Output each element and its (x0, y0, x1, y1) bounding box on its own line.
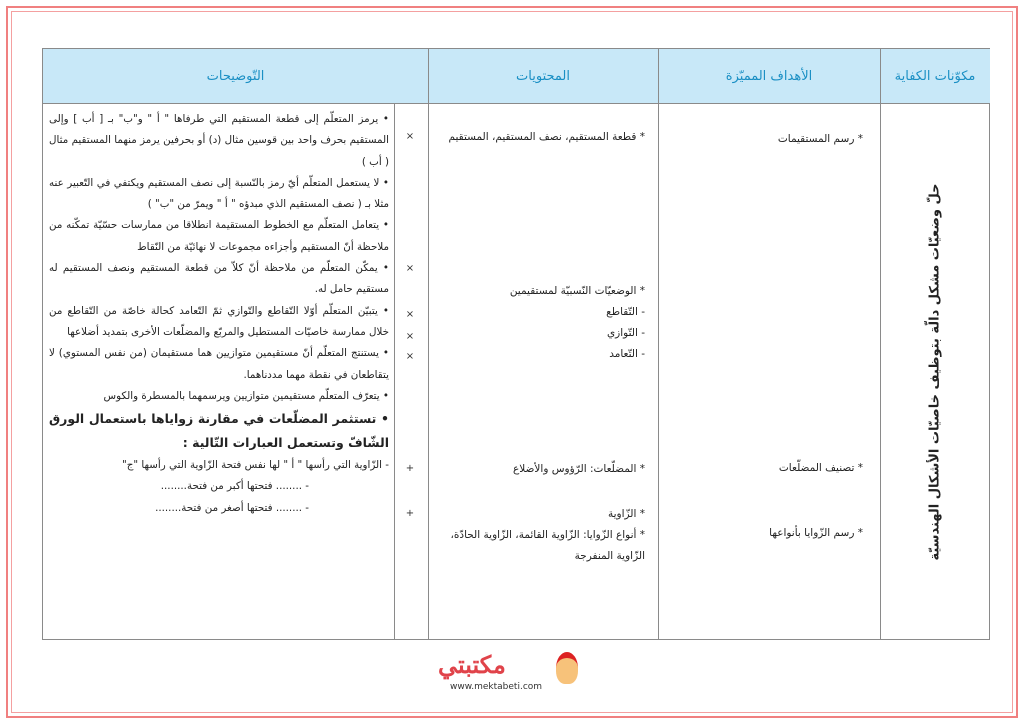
header-explanations: التّوضيحات (43, 49, 428, 104)
curriculum-table: مكوّنات الكفاية الأهداف المميّزة المحتوي… (42, 48, 990, 640)
explanation-item: • يستنتج المتعلّم أنّ مستقيمين متوازيين … (49, 347, 389, 381)
explanation-bold-item: • تستثمر المضلّعات في مقارنة زواياها باس… (49, 411, 389, 451)
explanation-line: - ........ فتحتها أكبر من فتحة........ (160, 480, 309, 493)
content-item: * أنواع الزّوايا: الزّاوية القائمة، الزّ… (450, 529, 645, 562)
explanation-line: - ........ فتحتها أصغر من فتحة........ (155, 501, 309, 514)
header-contents: المحتويات (428, 49, 658, 104)
mark-cross: × (405, 263, 415, 274)
explanations-list: • يرمز المتعلّم إلى قطعة المستقيم التي ط… (49, 109, 389, 519)
explanation-item: • يتعرّف المتعلّم مستقيمين متوازيين ويرس… (103, 389, 389, 402)
logo-wordmark: مكتبتي (438, 650, 506, 679)
reading-child-icon (556, 652, 578, 684)
content-subitem: - التّعامد (609, 348, 645, 360)
objective-item: * رسم الزّوايا بأنواعها (769, 527, 863, 539)
objective-item: * رسم المستقيمات (777, 133, 863, 145)
content-item: * قطعة المستقيم، نصف المستقيم، المستقيم (448, 131, 645, 143)
explanation-item: • يرمز المتعلّم إلى قطعة المستقيم التي ط… (49, 113, 389, 168)
logo-url: www.mektabeti.com (450, 682, 543, 692)
explanation-item: • يمكّن المتعلّم من ملاحظة أنّ كلاّ من ق… (49, 262, 389, 296)
header-objectives: الأهداف المميّزة (658, 49, 880, 104)
objective-item: * تصنيف المضلّعات (778, 462, 863, 474)
content-subitem: - التّوازي (606, 327, 645, 339)
competency-cell: حلّ وضعيّات مشكل دالّة بتوظيف خاصيّات ال… (880, 103, 990, 640)
header-competency: مكوّنات الكفاية (880, 49, 990, 104)
mark-cross: × (405, 331, 415, 342)
mark-cross: × (405, 351, 415, 362)
page-frame-outer (6, 6, 1018, 718)
column-divider (428, 49, 429, 639)
mark-cross: × (405, 309, 415, 320)
explanation-item: • يتبيّن المتعلّم أوّلا التّقاطع والتّوا… (49, 304, 389, 338)
mark-plus: + (405, 463, 415, 474)
explanation-line: - الزّاوية التي رأسها " أ " لها نفس فتحة… (122, 459, 389, 472)
explanation-item: • يتعامل المتعلّم مع الخطوط المستقيمة ان… (49, 219, 389, 253)
content-item: * الوضعيّات النّسبيّة لمستقيمين (509, 285, 645, 297)
competency-text: حلّ وضعيّات مشكل دالّة بتوظيف خاصيّات ال… (927, 182, 943, 561)
marks-column-divider (394, 104, 395, 639)
mark-cross: × (405, 131, 415, 142)
content-subitem: - التّقاطع (606, 306, 645, 318)
page-frame-inner (11, 11, 1013, 713)
mektabeti-logo: مكتبتي www.mektabeti.com (438, 650, 578, 696)
explanation-item: • لا يستعمل المتعلّم أيّ رمز بالنّسبة إل… (49, 176, 389, 211)
content-item: * المضلّعات: الرّؤوس والأضلاع (512, 463, 645, 475)
mark-plus: + (405, 508, 415, 519)
column-divider (880, 49, 881, 639)
column-divider (658, 49, 659, 639)
content-item: * الزّاوية (607, 508, 645, 520)
